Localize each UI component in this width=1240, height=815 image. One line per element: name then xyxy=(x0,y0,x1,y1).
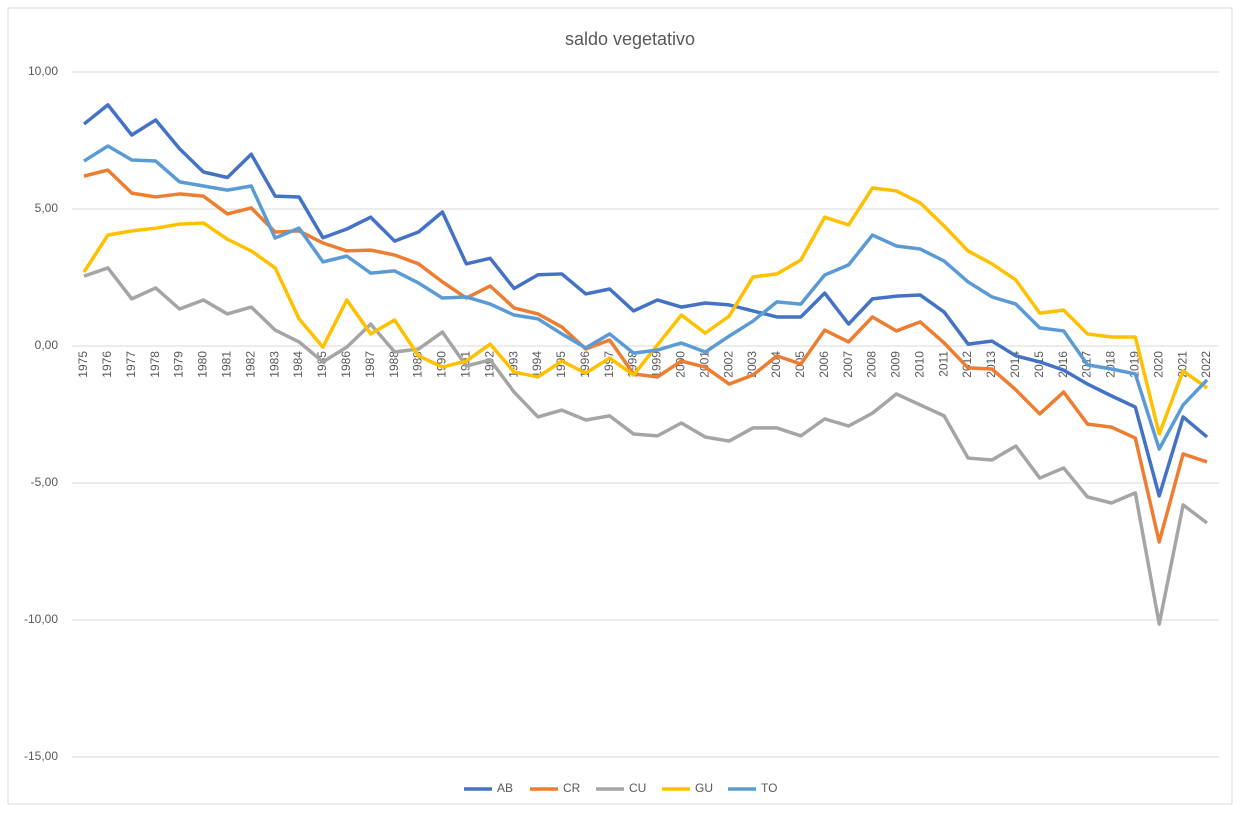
x-tick-label: 2000 xyxy=(674,351,688,378)
series-line xyxy=(82,103,1209,498)
series-line xyxy=(83,144,1209,451)
x-tick-label: 1994 xyxy=(530,351,544,378)
x-tick-label: 1992 xyxy=(482,351,496,378)
x-tick-label: 2020 xyxy=(1151,351,1165,378)
x-tick-label: 2006 xyxy=(817,351,831,378)
x-tick-label: 1985 xyxy=(315,351,329,378)
chart-title: saldo vegetativo xyxy=(565,29,695,49)
x-tick-label: 2008 xyxy=(865,351,879,378)
x-tick-label: 2015 xyxy=(1032,351,1046,378)
x-tick-label: 1981 xyxy=(220,351,234,378)
x-tick-label: 1976 xyxy=(100,351,114,378)
legend-label: CR xyxy=(563,781,581,795)
x-tick-label: 2022 xyxy=(1199,351,1213,378)
x-tick-label: 2010 xyxy=(912,351,926,378)
legend-label: AB xyxy=(497,781,513,795)
chart-frame xyxy=(7,7,1233,805)
y-tick-label: 5,00 xyxy=(35,201,59,215)
x-tick-label: 1978 xyxy=(148,351,162,378)
y-tick-label: 10,00 xyxy=(28,64,58,78)
x-tick-label: 2018 xyxy=(1104,351,1118,378)
legend-label: CU xyxy=(629,781,646,795)
x-tick-label: 1979 xyxy=(172,351,186,378)
x-tick-label: 1975 xyxy=(76,351,90,378)
y-tick-label: -10,00 xyxy=(24,612,58,626)
x-tick-label: 1997 xyxy=(602,351,616,378)
x-tick-label: 1990 xyxy=(435,351,449,378)
legend-label: TO xyxy=(761,781,777,795)
x-tick-label: 2007 xyxy=(841,351,855,378)
x-tick-label: 1988 xyxy=(387,351,401,378)
y-tick-label: -5,00 xyxy=(31,475,59,489)
x-tick-label: 2012 xyxy=(960,351,974,378)
x-tick-label: 1987 xyxy=(363,351,377,378)
x-tick-label: 1986 xyxy=(339,351,353,378)
x-tick-label: 1982 xyxy=(243,351,257,378)
x-tick-label: 1995 xyxy=(554,351,568,378)
x-tick-label: 1983 xyxy=(267,351,281,378)
x-tick-label: 2019 xyxy=(1127,351,1141,378)
series-line xyxy=(83,266,1209,626)
x-tick-label: 2011 xyxy=(936,351,950,377)
y-tick-label: -15,00 xyxy=(24,749,58,763)
x-tick-label: 1984 xyxy=(291,351,305,378)
x-tick-label: 1977 xyxy=(124,351,138,378)
y-tick-label: 0,00 xyxy=(35,338,59,352)
x-tick-label: 2002 xyxy=(721,351,735,378)
x-tick-label: 1999 xyxy=(650,351,664,378)
legend-label: GU xyxy=(695,781,713,795)
x-tick-label: 1980 xyxy=(196,351,210,378)
x-tick-label: 2009 xyxy=(889,351,903,378)
series-line xyxy=(82,186,1209,436)
